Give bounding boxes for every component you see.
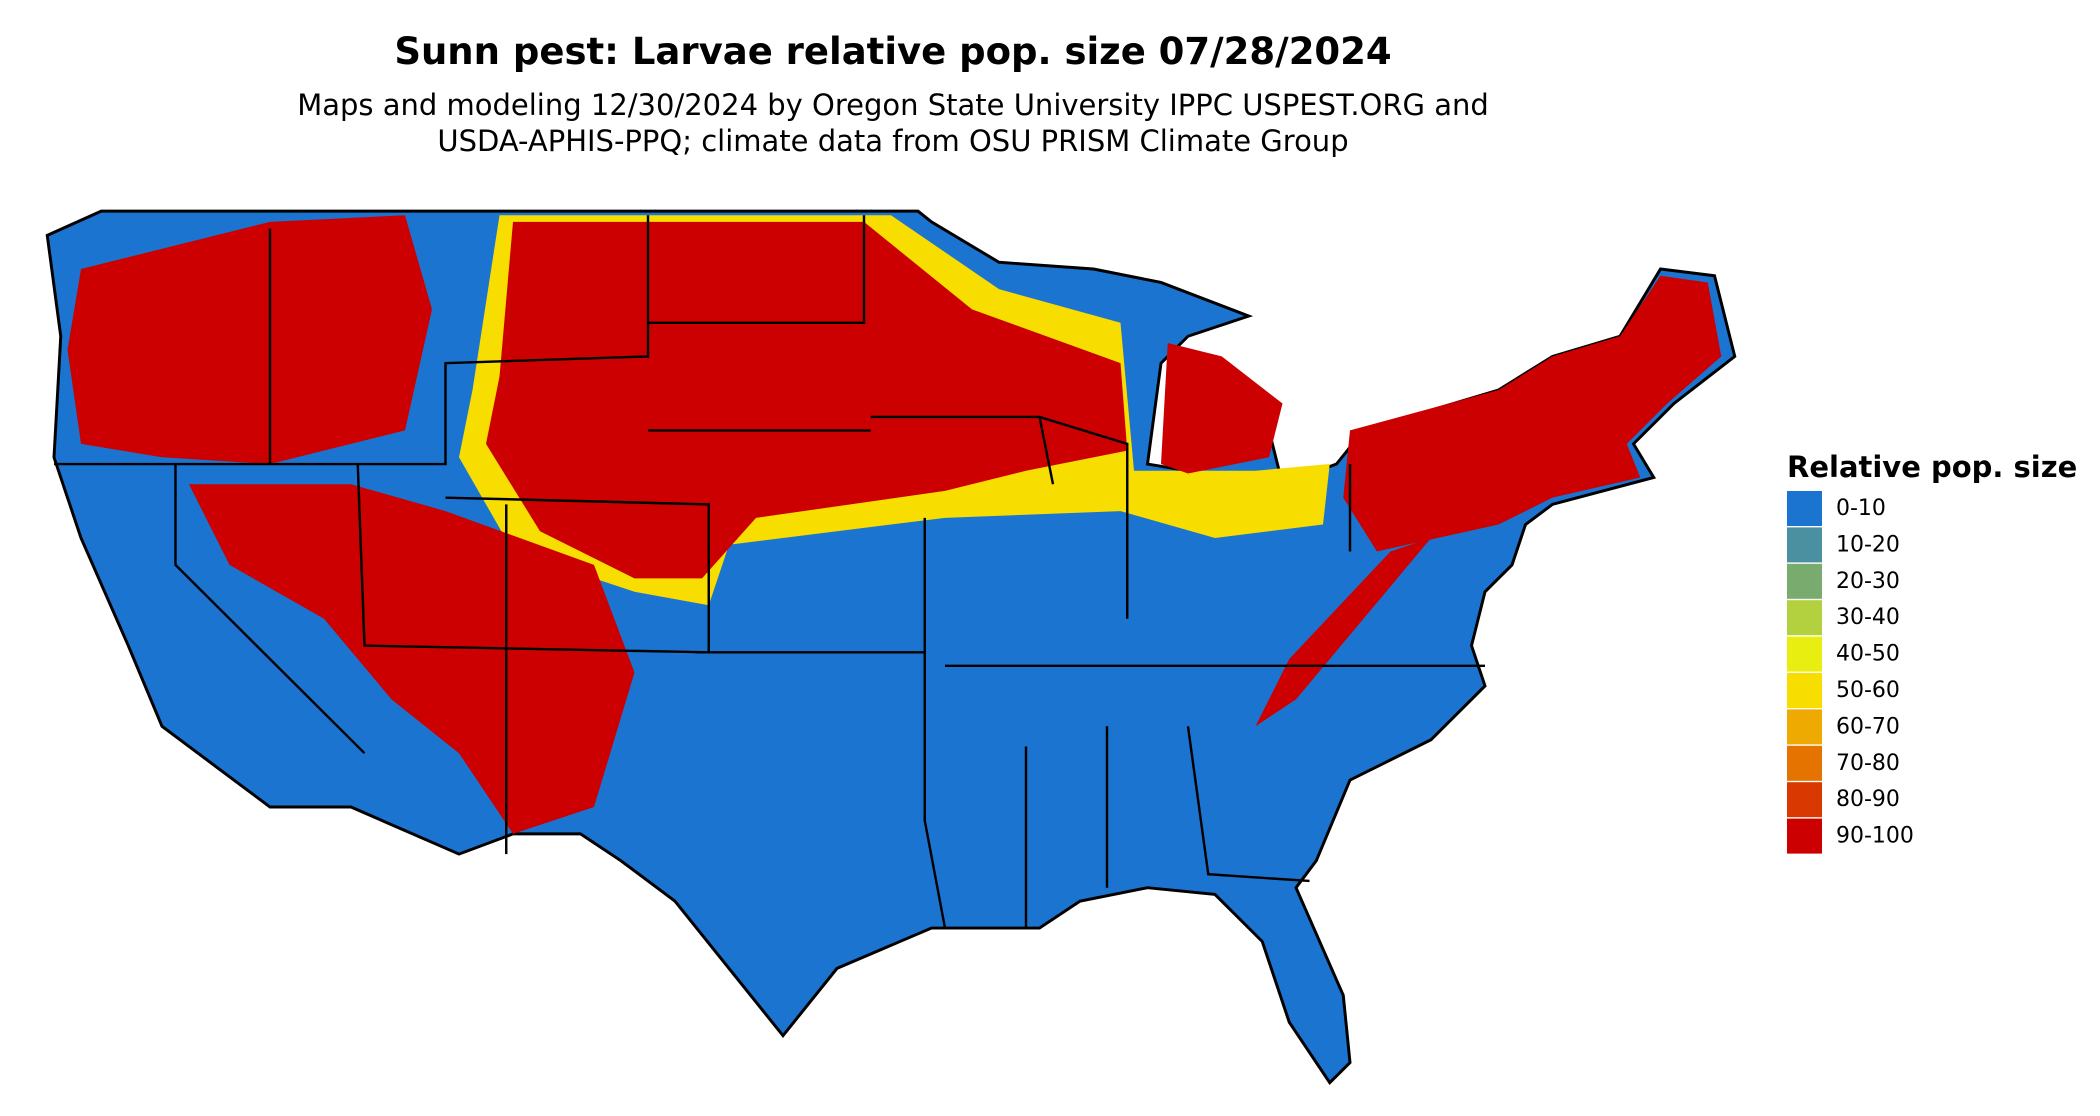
legend-swatch	[1787, 709, 1822, 745]
high-zone	[67, 215, 432, 465]
subtitle: Maps and modeling 12/30/2024 by Oregon S…	[297, 88, 1489, 122]
legend-swatch	[1787, 636, 1822, 672]
legend-label: 40-50	[1836, 642, 1900, 667]
legend-label: 70-80	[1836, 751, 1900, 776]
legend: 0-10 10-20 20-30 30-40 40-50 50-60 60-70 70-80 8…	[1787, 491, 1914, 854]
legend-label: 10-20	[1836, 532, 1900, 557]
title: Sunn pest: Larvae relative pop. size 07/…	[394, 30, 1391, 73]
high-zone	[1343, 275, 1722, 552]
high-zone	[1255, 538, 1431, 727]
state-borders	[54, 215, 1486, 929]
legend-swatch	[1787, 673, 1822, 708]
legend-swatch	[1787, 782, 1822, 818]
high-zone	[486, 221, 1128, 579]
legend-swatch	[1787, 527, 1822, 563]
legend-swatch	[1787, 563, 1822, 599]
legend-swatch	[1787, 491, 1822, 526]
legend-label: 30-40	[1836, 605, 1900, 630]
legend-swatch	[1787, 600, 1822, 636]
legend-label: 90-100	[1836, 824, 1914, 849]
legend-title: Relative pop. size	[1787, 450, 2077, 484]
legend-swatch	[1787, 818, 1822, 854]
legend-label: 60-70	[1836, 714, 1900, 739]
legend-label: 80-90	[1836, 787, 1900, 812]
legend-label: 50-60	[1836, 678, 1900, 703]
legend-label: 20-30	[1836, 569, 1900, 594]
high-zone	[189, 484, 635, 834]
legend-swatch	[1787, 745, 1822, 781]
us-map	[45, 209, 1737, 1086]
subtitle: USDA-APHIS-PPQ; climate data from OSU PR…	[437, 124, 1348, 158]
legend-label: 0-10	[1836, 496, 1886, 521]
high-zone	[1161, 342, 1283, 474]
